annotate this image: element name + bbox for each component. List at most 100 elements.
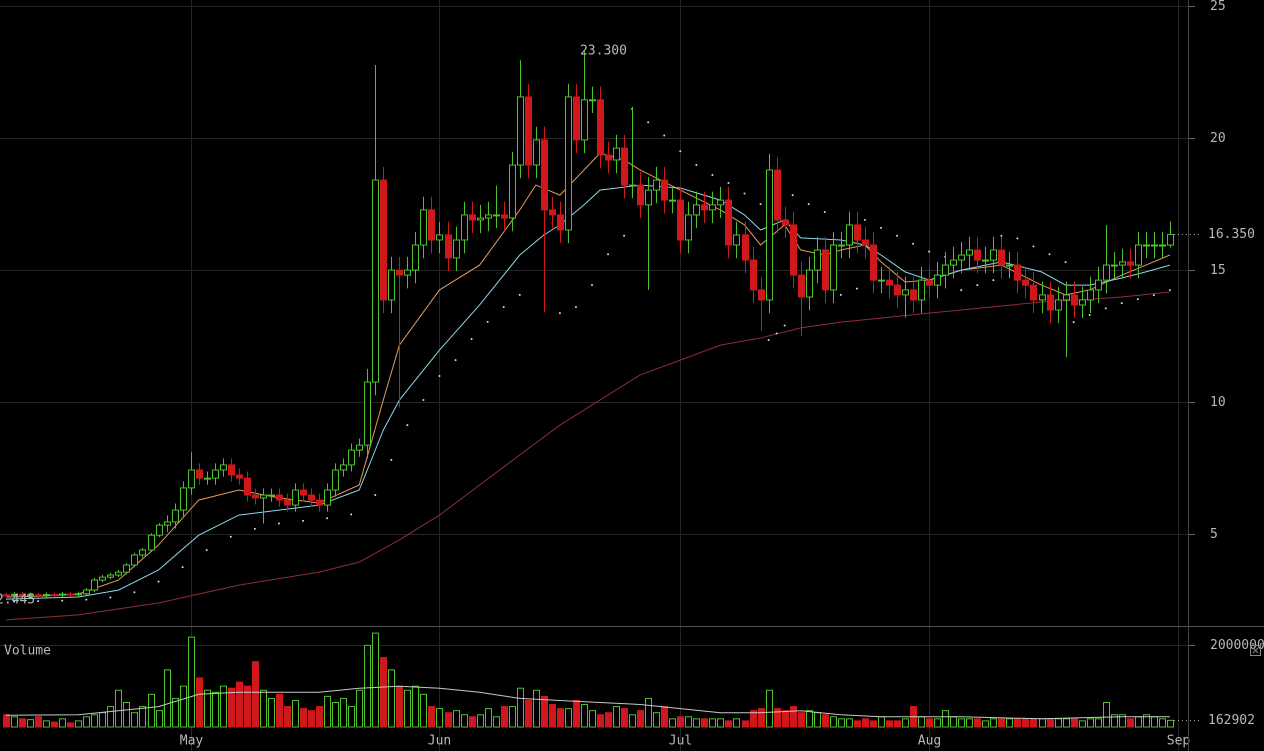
candle-body xyxy=(477,217,484,221)
volume-bar xyxy=(493,716,500,728)
candle-body xyxy=(509,164,516,219)
volume-bar xyxy=(878,716,885,728)
candle-body xyxy=(894,284,901,296)
volume-bar xyxy=(589,710,596,728)
candle-body xyxy=(35,594,42,597)
sar-dot xyxy=(1048,253,1051,256)
candle-body xyxy=(164,521,171,526)
sar-dot xyxy=(229,535,232,538)
sar-dot xyxy=(823,211,826,214)
volume-bar xyxy=(1022,718,1029,728)
candle-body xyxy=(902,289,909,296)
candle-body xyxy=(846,224,853,246)
candle-body xyxy=(597,99,604,156)
volume-bar xyxy=(220,685,227,728)
candle-body xyxy=(204,477,211,480)
candle-body xyxy=(774,169,781,221)
candle-body xyxy=(1159,244,1166,247)
candle-body xyxy=(1087,289,1094,301)
candle-body xyxy=(260,494,267,499)
sar-dot xyxy=(807,203,810,206)
volume-bar xyxy=(717,718,724,728)
sar-dot xyxy=(775,332,778,335)
candle-body xyxy=(733,234,740,246)
volume-bar xyxy=(1151,716,1158,728)
volume-bar xyxy=(669,718,676,728)
candle-body xyxy=(461,214,468,241)
close-button[interactable] xyxy=(1250,645,1261,656)
volume-bar xyxy=(420,693,427,728)
volume-bar xyxy=(733,718,740,728)
volume-bar xyxy=(91,714,98,728)
high-label: 23.300 xyxy=(580,43,627,58)
volume-bar xyxy=(356,689,363,728)
sar-dot xyxy=(470,338,473,341)
sar-dot xyxy=(992,279,995,282)
candle-body xyxy=(790,224,797,276)
candle-body xyxy=(1006,264,1013,267)
candle-body xyxy=(115,571,122,576)
candle-body xyxy=(268,494,275,497)
candle-body xyxy=(91,579,98,591)
volume-bar xyxy=(597,714,604,728)
volume-bar xyxy=(276,693,283,728)
candle-body xyxy=(356,444,363,451)
sar-dot xyxy=(1064,261,1067,264)
volume-bar xyxy=(1111,714,1118,728)
sar-dot xyxy=(406,424,409,427)
candle-body xyxy=(605,154,612,161)
candle-body xyxy=(1039,294,1046,301)
candle-body xyxy=(637,184,644,206)
candle-body xyxy=(717,199,724,206)
candle-body xyxy=(172,509,179,523)
candle-body xyxy=(814,249,821,271)
candle-body xyxy=(1063,294,1070,301)
sar-dot xyxy=(727,181,730,184)
candle-body xyxy=(1055,299,1062,311)
volume-bar xyxy=(982,720,989,728)
candle-body xyxy=(316,499,323,506)
volume-bar xyxy=(886,720,893,728)
sar-dot xyxy=(374,494,377,497)
candle-body xyxy=(838,244,845,247)
candle-body xyxy=(750,259,757,291)
volume-bar xyxy=(750,710,757,728)
volume-bar xyxy=(758,708,765,728)
sar-dot xyxy=(253,527,256,530)
sar-dot xyxy=(896,234,899,237)
candle-body xyxy=(685,214,692,241)
volume-bar xyxy=(509,706,516,728)
candle-body xyxy=(276,494,283,501)
sar-dot xyxy=(863,218,866,221)
volume-bar xyxy=(934,718,941,728)
sar-dot xyxy=(1000,234,1003,237)
candle-body xyxy=(244,477,251,496)
sar-dot xyxy=(663,134,666,137)
volume-bar xyxy=(1079,720,1086,728)
sar-dot xyxy=(1072,321,1075,324)
moving-average xyxy=(5,291,1170,621)
volume-bar xyxy=(1135,716,1142,728)
candle-body xyxy=(292,489,299,506)
volume-panel: 162902 xyxy=(3,632,1255,728)
volume-bar xyxy=(974,718,981,728)
candle-body xyxy=(990,249,997,261)
sar-dot xyxy=(767,339,770,342)
volume-bar xyxy=(1047,718,1054,728)
sar-dot xyxy=(928,250,931,253)
volume-bar xyxy=(156,710,163,728)
sar-dot xyxy=(350,513,353,516)
sar-dot xyxy=(783,324,786,327)
volume-bar xyxy=(324,695,331,728)
volume-bar xyxy=(428,706,435,728)
volume-bar xyxy=(742,720,749,728)
candle-body xyxy=(284,499,291,506)
volume-bar xyxy=(11,716,18,728)
candle-body xyxy=(709,204,716,211)
candle-body xyxy=(1022,279,1029,286)
volume-bar xyxy=(188,636,195,728)
volume-bar xyxy=(830,716,837,728)
volume-bar xyxy=(380,657,387,728)
candle-body xyxy=(308,494,315,501)
